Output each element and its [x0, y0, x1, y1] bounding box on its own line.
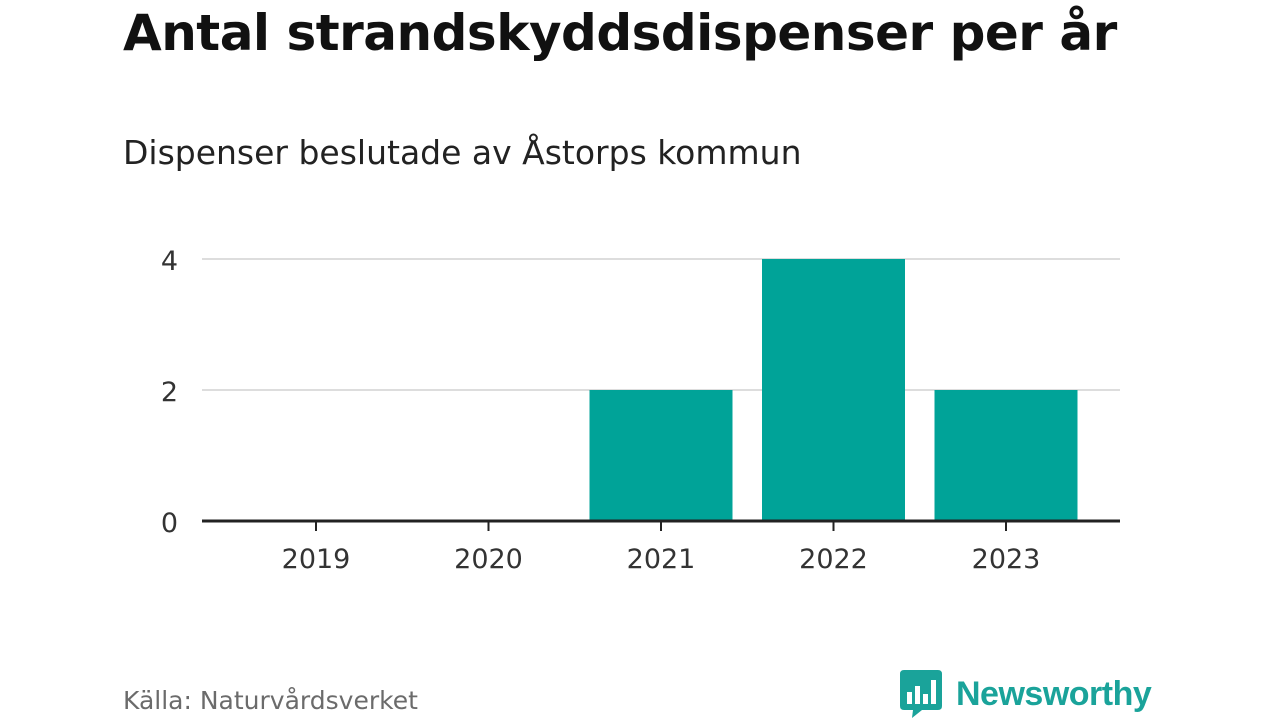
x-tick-label: 2021	[627, 544, 696, 575]
bar-2021	[589, 390, 733, 521]
source-note: Källa: Naturvårdsverket	[123, 686, 418, 715]
bar-2023	[934, 390, 1078, 521]
brand-logo: Newsworthy	[900, 670, 1152, 718]
x-tick-label: 2020	[454, 544, 523, 575]
x-tick-label: 2022	[799, 544, 868, 575]
newsworthy-chart-bubble-icon	[900, 670, 942, 718]
x-tick-label: 2019	[282, 544, 351, 575]
y-tick-label: 4	[161, 246, 178, 277]
x-tick-label: 2023	[972, 544, 1041, 575]
brand-name: Newsworthy	[956, 674, 1152, 713]
y-tick-label: 2	[161, 377, 178, 408]
chart-subtitle: Dispenser beslutade av Åstorps kommun	[123, 133, 802, 172]
bar-2022	[762, 259, 905, 521]
y-tick-label: 0	[161, 508, 178, 539]
chart-title: Antal strandskyddsdispenser per år	[123, 4, 1117, 62]
